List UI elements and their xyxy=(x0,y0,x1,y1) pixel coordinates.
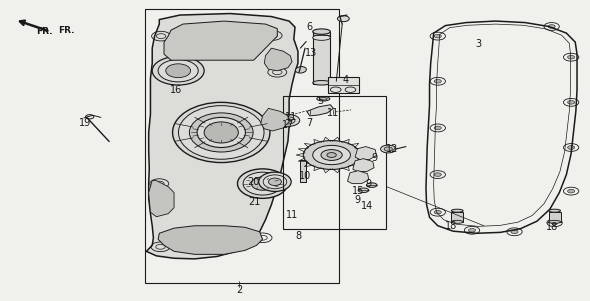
Circle shape xyxy=(360,163,367,167)
Circle shape xyxy=(281,117,295,124)
Ellipse shape xyxy=(296,67,306,73)
Circle shape xyxy=(434,126,441,130)
Ellipse shape xyxy=(549,209,560,212)
Circle shape xyxy=(362,151,369,155)
Ellipse shape xyxy=(189,113,253,152)
Circle shape xyxy=(434,210,441,214)
Polygon shape xyxy=(353,159,374,172)
Text: 14: 14 xyxy=(361,201,373,211)
Text: 6: 6 xyxy=(307,22,313,32)
Ellipse shape xyxy=(243,172,282,195)
Circle shape xyxy=(355,175,362,179)
Text: 18: 18 xyxy=(546,222,558,232)
Bar xyxy=(451,212,463,222)
Circle shape xyxy=(468,228,476,232)
Bar xyxy=(300,160,306,182)
Text: 5: 5 xyxy=(317,96,323,106)
Bar xyxy=(328,77,359,93)
Ellipse shape xyxy=(178,106,264,159)
Text: 13: 13 xyxy=(305,48,317,58)
Text: 9: 9 xyxy=(355,195,360,205)
Ellipse shape xyxy=(451,220,463,223)
Text: 18: 18 xyxy=(445,221,457,231)
Circle shape xyxy=(511,230,518,234)
Circle shape xyxy=(321,150,342,160)
Circle shape xyxy=(434,79,441,83)
Ellipse shape xyxy=(549,220,560,223)
Circle shape xyxy=(568,146,575,149)
Polygon shape xyxy=(164,21,277,60)
Text: 20: 20 xyxy=(248,177,260,187)
Ellipse shape xyxy=(204,122,238,143)
Polygon shape xyxy=(348,171,369,184)
Ellipse shape xyxy=(313,29,330,34)
Circle shape xyxy=(381,145,396,153)
Circle shape xyxy=(313,145,350,165)
Text: 4: 4 xyxy=(342,75,348,85)
Circle shape xyxy=(548,25,555,28)
Ellipse shape xyxy=(251,177,274,190)
Ellipse shape xyxy=(320,97,327,100)
Circle shape xyxy=(434,34,441,38)
Ellipse shape xyxy=(313,81,330,85)
Text: 12: 12 xyxy=(386,144,398,154)
Polygon shape xyxy=(149,181,174,217)
Bar xyxy=(549,212,560,222)
Circle shape xyxy=(276,114,300,126)
Text: 7: 7 xyxy=(307,118,313,129)
Circle shape xyxy=(327,153,336,157)
Circle shape xyxy=(551,221,558,225)
Bar xyxy=(313,32,330,84)
Bar xyxy=(283,96,386,229)
Ellipse shape xyxy=(313,35,330,40)
Ellipse shape xyxy=(197,117,245,147)
Circle shape xyxy=(568,101,575,104)
Ellipse shape xyxy=(317,96,330,101)
Text: 8: 8 xyxy=(295,231,301,241)
Circle shape xyxy=(337,16,349,22)
Text: 17: 17 xyxy=(282,120,294,130)
Text: FR.: FR. xyxy=(36,27,53,36)
Polygon shape xyxy=(158,226,263,254)
Ellipse shape xyxy=(358,188,369,193)
Circle shape xyxy=(434,173,441,176)
Text: FR.: FR. xyxy=(58,26,74,35)
Text: 11: 11 xyxy=(286,210,298,220)
Polygon shape xyxy=(261,108,289,131)
Polygon shape xyxy=(146,14,298,259)
Ellipse shape xyxy=(366,183,377,187)
Ellipse shape xyxy=(158,60,198,82)
Ellipse shape xyxy=(268,178,281,185)
Text: 15: 15 xyxy=(352,186,364,196)
Text: 2: 2 xyxy=(236,284,242,295)
Ellipse shape xyxy=(237,169,288,198)
Ellipse shape xyxy=(451,209,463,212)
Text: 21: 21 xyxy=(249,197,261,207)
Circle shape xyxy=(384,147,392,151)
Circle shape xyxy=(284,119,291,122)
Text: 16: 16 xyxy=(170,85,182,95)
Text: 19: 19 xyxy=(80,118,91,129)
Ellipse shape xyxy=(172,102,270,163)
Circle shape xyxy=(568,55,575,59)
Text: 9: 9 xyxy=(372,153,378,163)
Ellipse shape xyxy=(258,172,291,191)
Text: 3: 3 xyxy=(475,39,481,49)
Ellipse shape xyxy=(166,64,191,78)
Polygon shape xyxy=(355,147,376,160)
Circle shape xyxy=(303,141,360,169)
Polygon shape xyxy=(307,105,333,116)
Bar xyxy=(145,9,339,283)
Ellipse shape xyxy=(152,57,204,85)
Circle shape xyxy=(568,189,575,193)
Text: 11: 11 xyxy=(327,108,339,118)
Ellipse shape xyxy=(263,175,287,189)
Text: 9: 9 xyxy=(366,178,372,189)
Text: 11: 11 xyxy=(286,112,297,123)
Polygon shape xyxy=(264,48,292,71)
Text: 10: 10 xyxy=(299,171,311,181)
